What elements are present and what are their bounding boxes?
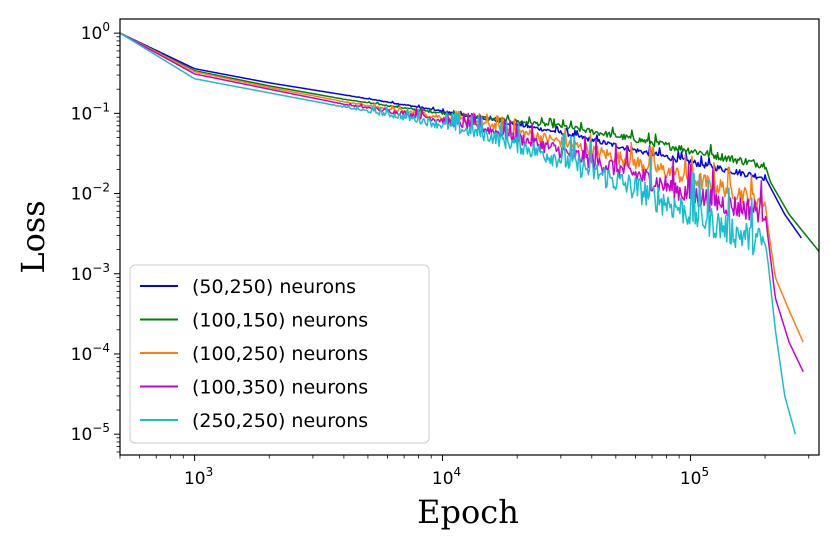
x-tick-label-2: 104 (432, 465, 461, 489)
y-tick-label-5: 10−4 (71, 341, 110, 365)
y-axis-title: Loss (14, 200, 52, 273)
x-tick-label-1: 103 (184, 465, 213, 489)
y-tick-label-2: 10−1 (71, 100, 110, 124)
legend-label-4: (100,350) neurons (192, 377, 368, 399)
legend-box (129, 264, 430, 444)
x-tick-label-3: 105 (680, 465, 709, 489)
legend-label-5: (250,250) neurons (192, 410, 368, 432)
plot-frame (119, 18, 820, 456)
y-tick-label-6: 10−5 (71, 421, 110, 445)
legend: (50,250) neurons (100,150) neurons (100,25… (129, 264, 430, 444)
series-layer (120, 32, 819, 435)
y-tick-label-4: 10−3 (71, 261, 110, 285)
series-line-4 (120, 32, 804, 373)
series-line-2 (120, 32, 819, 252)
x-axis-title: Epoch (417, 493, 519, 531)
series-line-1 (120, 32, 802, 239)
y-tick-label-1: 100 (81, 20, 110, 44)
legend-label-2: (100,150) neurons (192, 310, 368, 332)
ticks-layer: 103 104 105 100 10−1 10−2 10−3 10−4 10−5 (71, 20, 810, 489)
legend-label-3: (100,250) neurons (192, 343, 368, 365)
y-tick-label-3: 10−2 (71, 181, 110, 205)
legend-label-1: (50,250) neurons (192, 276, 356, 298)
series-line-5 (120, 32, 797, 435)
